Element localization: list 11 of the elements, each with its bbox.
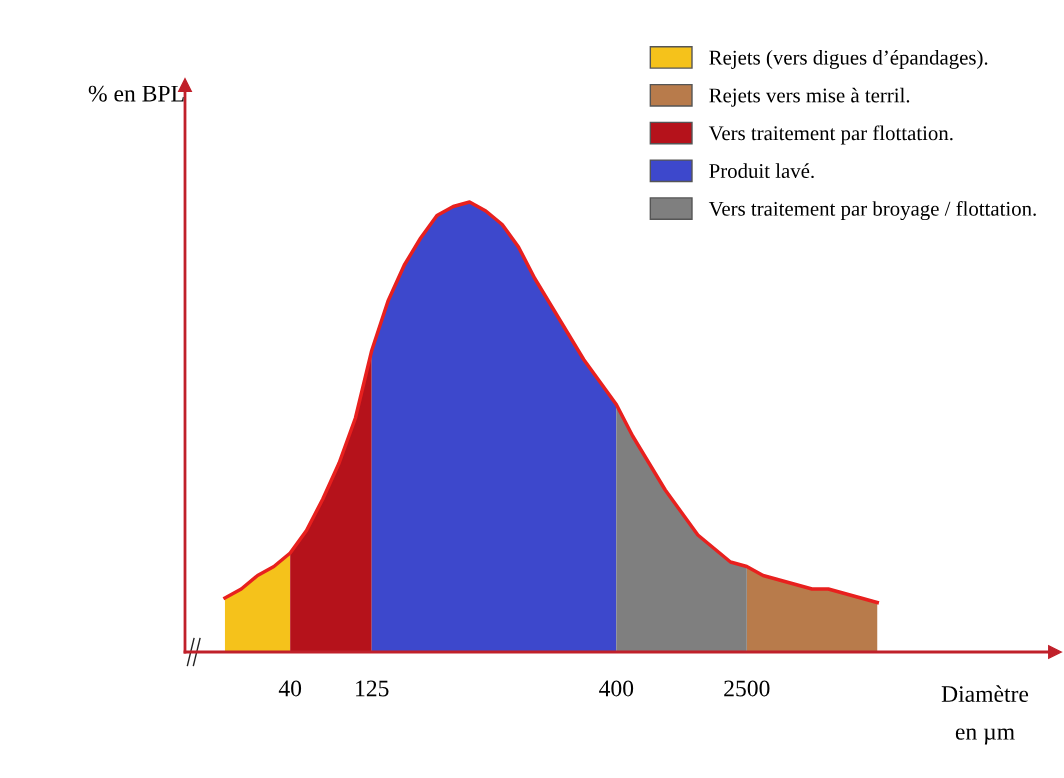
x-tick-label: 125 xyxy=(356,680,389,697)
y-axis-title: % en BPL xyxy=(88,85,184,102)
x-tick-label: 2500 xyxy=(724,680,770,697)
legend-label: Rejets vers mise à terril. xyxy=(709,87,910,107)
legend-label: Rejets (vers digues d’épandages). xyxy=(709,49,988,69)
x-axis-title: Diamètre en µm xyxy=(941,685,1029,745)
legend-label: Vers traitement par broyage / flottation. xyxy=(708,200,1036,221)
legend-label: Produit lavé. xyxy=(709,163,814,179)
x-tick-label: 400 xyxy=(599,680,634,697)
legend-label: Vers traitement par flottation. xyxy=(708,125,953,145)
x-tick-label: 40 xyxy=(278,680,302,697)
